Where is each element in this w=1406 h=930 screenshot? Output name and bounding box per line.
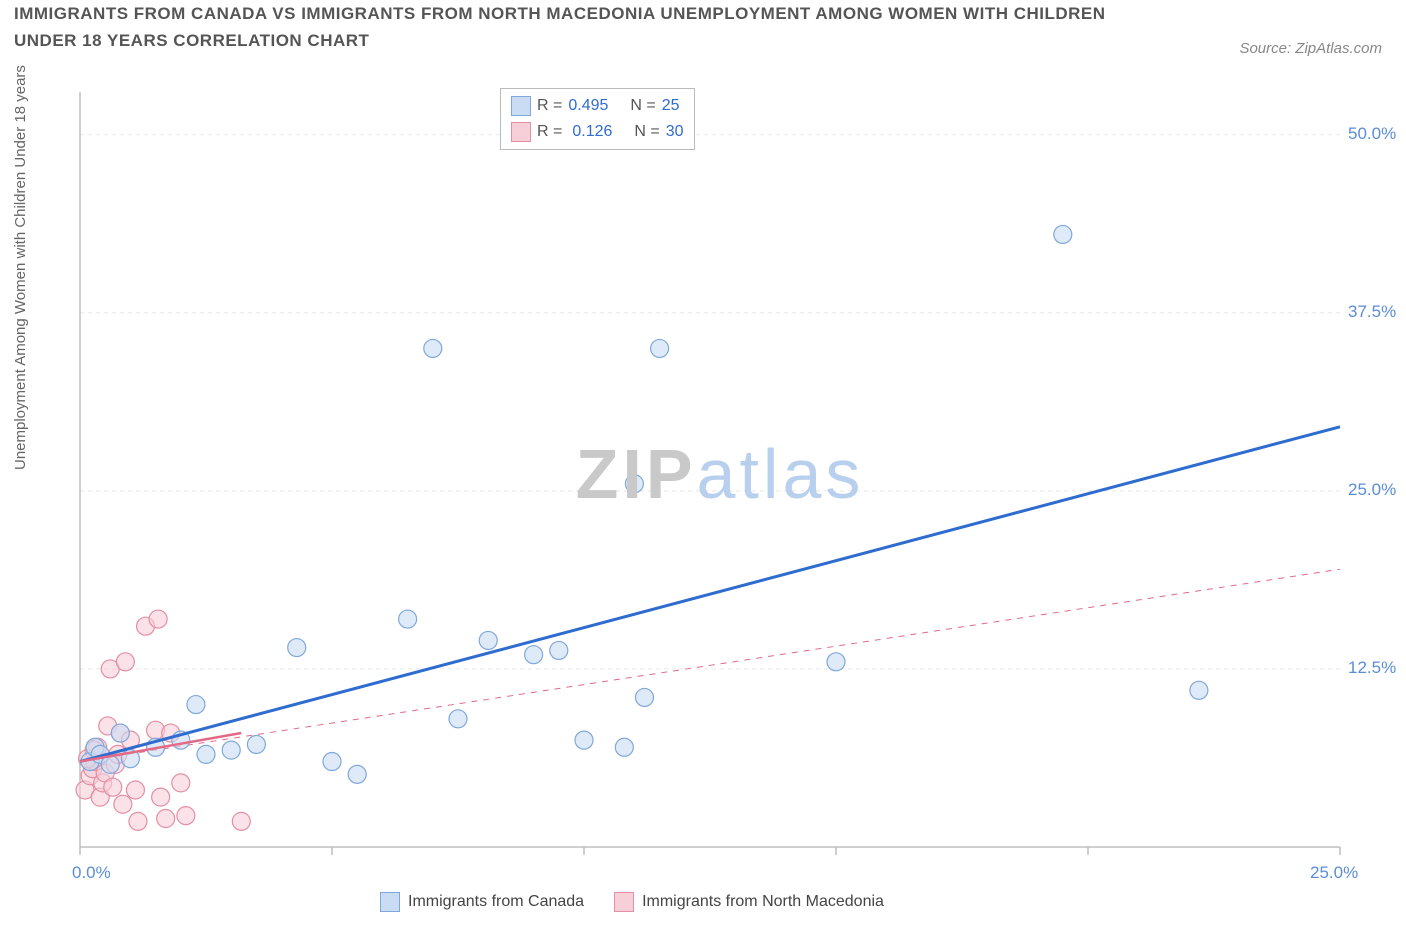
- stats-legend: R = 0.495 N = 25 R = 0.126 N = 30: [500, 88, 695, 150]
- r-value-macedonia: 0.126: [572, 123, 612, 141]
- plot-area: ZIPatlas: [55, 82, 1385, 882]
- chart-header: IMMIGRANTS FROM CANADA VS IMMIGRANTS FRO…: [14, 0, 1392, 72]
- series-legend: Immigrants from Canada Immigrants from N…: [380, 892, 884, 912]
- swatch-macedonia: [511, 122, 531, 142]
- legend-label-macedonia: Immigrants from North Macedonia: [642, 893, 884, 911]
- stats-row-canada: R = 0.495 N = 25: [511, 93, 684, 119]
- swatch-canada: [511, 96, 531, 116]
- scatter-plot-svg: [55, 82, 1385, 882]
- n-value-macedonia: 30: [666, 123, 684, 141]
- y-axis-label: Unemployment Among Women with Children U…: [12, 65, 29, 470]
- r-value-canada: 0.495: [568, 97, 608, 115]
- legend-label-canada: Immigrants from Canada: [408, 893, 584, 911]
- x-tick-label: 25.0%: [1310, 863, 1358, 883]
- chart-container: IMMIGRANTS FROM CANADA VS IMMIGRANTS FRO…: [0, 0, 1406, 930]
- legend-item-canada: Immigrants from Canada: [380, 892, 584, 912]
- chart-title: IMMIGRANTS FROM CANADA VS IMMIGRANTS FRO…: [14, 0, 1114, 54]
- source-attribution: Source: ZipAtlas.com: [1239, 40, 1382, 57]
- y-tick-label: 25.0%: [1348, 480, 1396, 500]
- y-tick-label: 50.0%: [1348, 124, 1396, 144]
- legend-swatch-macedonia: [614, 892, 634, 912]
- stats-row-macedonia: R = 0.126 N = 30: [511, 119, 684, 145]
- x-tick-label: 0.0%: [72, 863, 111, 883]
- y-tick-label: 12.5%: [1348, 658, 1396, 678]
- legend-swatch-canada: [380, 892, 400, 912]
- legend-item-macedonia: Immigrants from North Macedonia: [614, 892, 884, 912]
- y-tick-label: 37.5%: [1348, 302, 1396, 322]
- n-value-canada: 25: [662, 97, 680, 115]
